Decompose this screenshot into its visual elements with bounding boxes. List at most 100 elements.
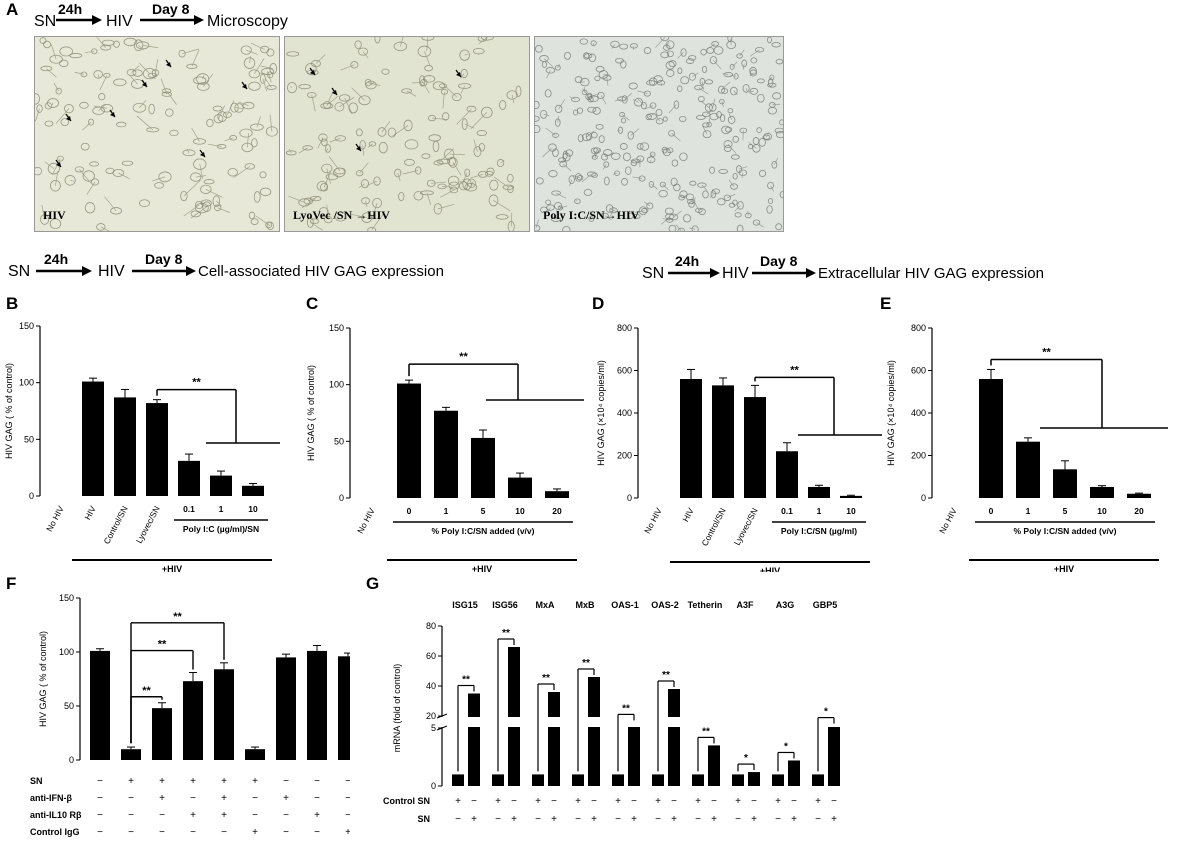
- cell-outline: [240, 45, 252, 55]
- micrograph-polyic: Poly I:C/SN→HIV: [534, 36, 784, 232]
- bar: [680, 379, 702, 498]
- treatment-mark: −: [815, 814, 821, 825]
- cell-outline: [260, 45, 270, 54]
- flow-endpoint-label: Cell-associated HIV GAG expression: [198, 263, 444, 280]
- cell-outline: [673, 183, 681, 192]
- cell-process: [326, 89, 334, 107]
- gene-label: GBP5: [813, 600, 838, 610]
- cell-outline: [619, 43, 629, 50]
- treatment-mark: +: [631, 814, 637, 825]
- cell-process: [288, 195, 305, 203]
- cell-process: [748, 91, 754, 93]
- bar: [1090, 486, 1114, 498]
- cell-outline: [535, 177, 544, 185]
- cell-outline: [488, 194, 499, 207]
- bar: [276, 657, 296, 760]
- cell-process: [632, 176, 643, 179]
- cell-process: [689, 227, 696, 230]
- cell-process: [371, 214, 384, 231]
- treatment-mark: +: [159, 776, 165, 787]
- significance-label: **: [702, 726, 710, 737]
- bar: [434, 410, 458, 498]
- x-tick-label: Lyovec/SN: [732, 506, 760, 547]
- treatment-mark: +: [815, 796, 821, 807]
- treatment-mark: −: [283, 776, 289, 787]
- cell-process: [351, 87, 365, 101]
- bar: [307, 650, 327, 760]
- cell-process: [358, 183, 366, 189]
- treatment-mark: −: [591, 796, 597, 807]
- y-tick-label: 0: [29, 491, 34, 501]
- bar-sn: [468, 693, 480, 786]
- cell-process: [96, 37, 107, 48]
- cell-outline: [603, 161, 610, 168]
- cell-outline: [649, 102, 657, 109]
- flow-hiv: HIV: [106, 13, 133, 30]
- gene-label: MxB: [575, 600, 595, 610]
- cell-outline: [660, 51, 670, 59]
- bar: [121, 749, 141, 760]
- cell-outline: [562, 152, 571, 162]
- cell-outline: [548, 143, 557, 152]
- cell-process: [557, 115, 560, 123]
- cell-process: [41, 204, 45, 220]
- cell-process: [426, 37, 429, 51]
- cell-process: [351, 214, 367, 219]
- treatment-mark: +: [831, 814, 837, 825]
- cell-outline: [732, 135, 739, 143]
- arrow-glyph: →: [604, 208, 617, 222]
- cell-outline: [82, 170, 95, 182]
- cell-process: [660, 82, 663, 87]
- bar: [508, 477, 532, 498]
- cell-outline: [320, 102, 334, 109]
- y-axis-label: HIV GAG (×10⁴ copies/ml): [886, 360, 896, 466]
- x-tick-label: 10: [515, 506, 525, 516]
- treatment-mark: −: [471, 796, 477, 807]
- cell-outline: [647, 113, 657, 120]
- cell-process: [53, 82, 59, 92]
- cell-outline: [558, 157, 567, 163]
- significance-label: *: [824, 707, 828, 718]
- cell-outline: [600, 212, 609, 219]
- cell-outline: [660, 37, 670, 42]
- cell-outline: [742, 84, 750, 93]
- cell-outline: [638, 175, 646, 182]
- micrograph-hiv: HIV: [34, 36, 280, 232]
- cell-process: [563, 163, 572, 172]
- cell-outline: [489, 179, 499, 191]
- cell-outline: [89, 161, 99, 167]
- axis-break-gap: [667, 717, 681, 727]
- cell-outline: [709, 103, 717, 112]
- treatment-mark: +: [190, 776, 196, 787]
- cell-outline: [113, 40, 120, 48]
- bar: [744, 397, 766, 498]
- arrow-head: [242, 84, 247, 89]
- cell-outline: [554, 64, 561, 71]
- micrograph-background: [35, 37, 279, 231]
- cell-outline: [554, 202, 563, 210]
- cell-process: [493, 200, 511, 212]
- flow-sn: SN: [642, 265, 664, 282]
- cell-outline: [772, 92, 782, 100]
- cell-outline: [535, 100, 540, 110]
- cell-outline: [49, 54, 63, 64]
- arrow-head: [200, 152, 205, 157]
- cell-outline: [723, 144, 732, 152]
- cell-process: [743, 63, 745, 70]
- cell-outline: [359, 140, 366, 150]
- cell-process: [51, 102, 54, 106]
- cell-process: [603, 74, 611, 76]
- flow-day8: Day 8: [152, 2, 190, 17]
- x-tick-label: Control/SN: [101, 504, 129, 545]
- y-axis-label: HIV GAG (×10⁴ copies/ml): [596, 360, 606, 466]
- cell-process: [656, 115, 660, 122]
- cell-outline: [360, 179, 370, 189]
- cell-outline: [659, 181, 666, 188]
- cell-process: [635, 160, 641, 164]
- bar: [1016, 441, 1040, 498]
- cell-outline: [759, 169, 767, 178]
- cell-outline: [302, 145, 313, 151]
- cell-outline: [680, 48, 687, 57]
- cell-outline: [472, 47, 485, 55]
